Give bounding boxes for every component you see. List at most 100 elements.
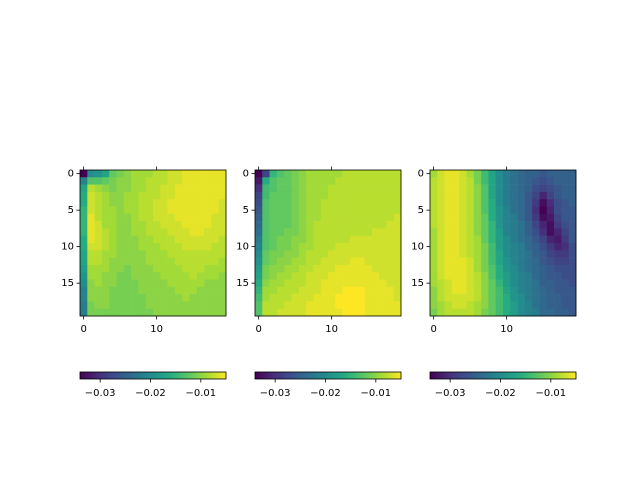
heatmap-cell [174,264,183,273]
heatmap-cell [160,257,168,266]
heatmap-cell [357,206,365,215]
heatmap-cell [488,272,496,280]
heatmap-cell [495,294,504,302]
heatmap-cell [189,213,198,222]
heatmap-cell [276,221,285,229]
heatmap-cell [189,177,198,185]
heatmap-cell [189,191,198,200]
heatmap-cell [459,294,467,302]
heatmap-cell [430,308,438,317]
heatmap-cell [517,294,526,302]
heatmap-cell [371,257,380,266]
heatmap-cell [524,228,533,236]
heatmap-cell [451,286,460,295]
heatmap-cell [371,279,380,288]
heatmap-cell [284,308,292,317]
heatmap-cell [393,221,402,229]
heatmap-cell [211,191,219,200]
heatmap-cell [451,206,460,215]
heatmap-cell [306,286,314,295]
heatmap-cell [211,170,219,178]
heatmap-cell [204,264,212,273]
heatmap-cell [174,257,183,266]
heatmap-cell [524,286,533,295]
heatmap-cell [306,243,314,251]
heatmap-cell [313,170,321,178]
heatmap-cell [160,177,168,185]
heatmap-cell [386,235,394,244]
heatmap-cell [517,191,526,200]
heatmap-cell [109,170,117,178]
x-tick-label: 0 [430,324,436,335]
heatmap-cell [204,257,212,266]
heatmap-cell [116,184,125,193]
heatmap-cell [101,250,110,258]
heatmap-cell [174,272,183,280]
heatmap-cell [262,279,270,288]
heatmap-cell [328,184,336,193]
colorbar-tick-label: −0.01 [535,388,566,399]
heatmap-cell [466,264,475,273]
heatmap-cell [196,213,205,222]
heatmap-cell [554,279,562,288]
heatmap-cell [568,235,577,244]
heatmap-cell [109,264,117,273]
heatmap-cell [218,235,227,244]
heatmap-cell [430,294,438,302]
heatmap-cell [87,235,95,244]
heatmap-cell [539,308,548,317]
heatmap-cell [342,199,351,207]
heatmap-cell [306,235,314,244]
heatmap-cell [349,221,358,229]
heatmap-cell [539,250,548,258]
heatmap-cell [473,177,482,185]
heatmap-cell [430,243,438,251]
heatmap-cell [357,272,365,280]
heatmap-cell [349,308,358,317]
heatmap-cell [182,294,190,302]
heatmap-cell [546,294,555,302]
heatmap-cell [328,301,336,309]
heatmap-cell [218,228,227,236]
heatmap-cell [211,301,219,309]
heatmap-cell [109,184,117,193]
heatmap-cell [306,213,314,222]
heatmap-cell [481,206,489,215]
heatmap-cell [466,286,475,295]
heatmap-cell [123,235,132,244]
heatmap-cell [116,301,125,309]
heatmap-cell [503,279,511,288]
heatmap-cell [87,213,95,222]
heatmap-cell [211,294,219,302]
heatmap-cell [466,170,475,178]
heatmap-cell [255,301,263,309]
heatmap-cell [386,243,394,251]
heatmap-cell [510,308,518,317]
heatmap-cell [371,308,380,317]
heatmap-cell [364,206,373,215]
heatmap-cell [561,177,569,185]
heatmap-cell [393,228,402,236]
heatmap-cell [306,191,314,200]
heatmap-cell [466,235,475,244]
heatmap-cell [430,191,438,200]
heatmap-cell [517,301,526,309]
heatmap-cell [444,286,453,295]
heatmap-cell [437,235,445,244]
heatmap-cell [145,177,154,185]
heatmap-cell [211,199,219,207]
heatmap-cell [371,199,380,207]
heatmap-cell [532,221,540,229]
heatmap-cell [138,279,146,288]
heatmap-cell [554,228,562,236]
heatmap-cell [357,170,365,178]
heatmap-cell [167,264,176,273]
heatmap-cell [488,206,496,215]
heatmap-cell [539,286,548,295]
heatmap-cell [291,206,300,215]
heatmap-cell [255,243,263,251]
heatmap-cell [109,177,117,185]
heatmap-cell [437,264,445,273]
heatmap-cell [364,213,373,222]
heatmap-cell [284,235,292,244]
